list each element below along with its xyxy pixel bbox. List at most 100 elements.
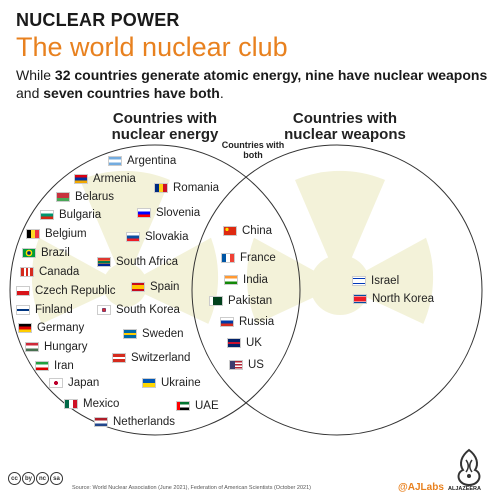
country-china: China xyxy=(223,223,272,239)
nuclear-energy-circle xyxy=(9,144,301,436)
country-spain: Spain xyxy=(131,279,179,295)
aljazeera-logo-icon xyxy=(457,448,481,486)
country-label: Switzerland xyxy=(131,352,191,364)
country-slovenia: Slovenia xyxy=(137,205,200,221)
romania-flag xyxy=(154,183,168,193)
country-label: US xyxy=(248,359,264,371)
country-pakistan: Pakistan xyxy=(209,293,272,309)
country-label: Romania xyxy=(173,182,220,194)
country-label: Finland xyxy=(35,304,73,316)
country-finland: Finland xyxy=(16,302,73,318)
kicker: NUCLEAR POWER xyxy=(16,10,180,30)
country-label: China xyxy=(242,225,273,237)
country-label: Argentina xyxy=(127,155,177,167)
slovenia-flag xyxy=(137,208,151,218)
south-africa-flag xyxy=(97,257,111,267)
country-iran: Iran xyxy=(35,358,74,374)
subtitle-part: While xyxy=(16,67,55,83)
israel-flag xyxy=(352,276,366,286)
armenia-flag xyxy=(74,174,88,184)
cc-icon: cc xyxy=(8,472,21,485)
country-label: Sweden xyxy=(142,328,184,340)
country-label: Bulgaria xyxy=(59,209,102,221)
license-badges: cc by nc sa xyxy=(8,472,63,485)
south-korea-flag xyxy=(97,305,111,315)
country-bulgaria: Bulgaria xyxy=(40,207,101,223)
nuclear-weapons-heading: Countries with nuclear weapons xyxy=(284,110,406,143)
country-label: North Korea xyxy=(372,293,435,305)
country-us: US xyxy=(229,357,264,373)
country-label: Pakistan xyxy=(228,295,273,307)
source-note: Source: World Nuclear Association (June … xyxy=(72,485,311,491)
subtitle-part: . xyxy=(219,85,224,101)
china-flag xyxy=(223,226,237,236)
country-belarus: Belarus xyxy=(56,189,114,205)
france-flag xyxy=(221,253,235,263)
country-label: Iran xyxy=(54,360,74,372)
subtitle-highlight: 32 countries generate atomic energy, nin… xyxy=(54,67,488,83)
sa-icon: sa xyxy=(50,472,63,485)
both-heading: Countries with both xyxy=(221,140,285,160)
country-label: Brazil xyxy=(41,247,70,259)
argentina-flag xyxy=(108,156,122,166)
country-czech-republic: Czech Republic xyxy=(16,283,116,299)
country-uk: UK xyxy=(227,335,262,351)
country-label: Ukraine xyxy=(161,377,201,389)
handle-link[interactable]: @AJLabs xyxy=(398,482,444,493)
country-hungary: Hungary xyxy=(25,339,87,355)
country-ukraine: Ukraine xyxy=(142,375,201,391)
country-armenia: Armenia xyxy=(74,171,136,187)
country-russia: Russia xyxy=(220,314,274,330)
subtitle-part: and xyxy=(16,85,44,101)
nuclear-weapons-circle xyxy=(191,144,483,436)
by-icon: by xyxy=(22,472,35,485)
country-belgium: Belgium xyxy=(26,226,87,242)
country-label: UK xyxy=(246,337,262,349)
russia-flag xyxy=(220,317,234,327)
country-south-korea: South Korea xyxy=(97,302,180,318)
hungary-flag xyxy=(25,342,39,352)
country-netherlands: Netherlands xyxy=(94,414,175,430)
country-label: Japan xyxy=(68,377,100,389)
country-label: Slovenia xyxy=(156,207,201,219)
country-label: UAE xyxy=(195,400,219,412)
country-label: Slovakia xyxy=(145,231,189,243)
radiation-symbol-left xyxy=(31,170,219,324)
belgium-flag xyxy=(26,229,40,239)
country-label: Canada xyxy=(39,266,80,278)
sweden-flag xyxy=(123,329,137,339)
mexico-flag xyxy=(64,399,78,409)
country-label: Czech Republic xyxy=(35,285,116,297)
uk-flag xyxy=(227,338,241,348)
belarus-flag xyxy=(56,192,70,202)
country-israel: Israel xyxy=(352,273,399,289)
country-brazil: Brazil xyxy=(22,245,70,261)
subtitle-highlight: seven countries have both xyxy=(43,85,220,101)
country-label: Mexico xyxy=(83,398,120,410)
radiation-symbol-right xyxy=(246,170,434,324)
page-title: The world nuclear club xyxy=(16,32,288,62)
country-slovakia: Slovakia xyxy=(126,229,188,245)
germany-flag xyxy=(18,323,32,333)
czech-flag xyxy=(16,286,30,296)
country-switzerland: Switzerland xyxy=(112,350,190,366)
country-argentina: Argentina xyxy=(108,153,176,169)
country-germany: Germany xyxy=(18,320,84,336)
india-flag xyxy=(224,275,238,285)
slovakia-flag xyxy=(126,232,140,242)
country-label: Netherlands xyxy=(113,416,176,428)
subtitle: While 32 countries generate atomic energ… xyxy=(16,66,496,102)
country-label: India xyxy=(243,274,268,286)
country-label: Belarus xyxy=(75,191,114,203)
country-romania: Romania xyxy=(154,180,219,196)
country-uae: UAE xyxy=(176,398,219,414)
country-label: Hungary xyxy=(44,341,88,353)
country-north-korea: North Korea xyxy=(353,291,434,307)
netherlands-flag xyxy=(94,417,108,427)
ukraine-flag xyxy=(142,378,156,388)
pakistan-flag xyxy=(209,296,223,306)
country-label: Spain xyxy=(150,281,180,293)
country-japan: Japan xyxy=(49,375,99,391)
country-label: Belgium xyxy=(45,228,87,240)
